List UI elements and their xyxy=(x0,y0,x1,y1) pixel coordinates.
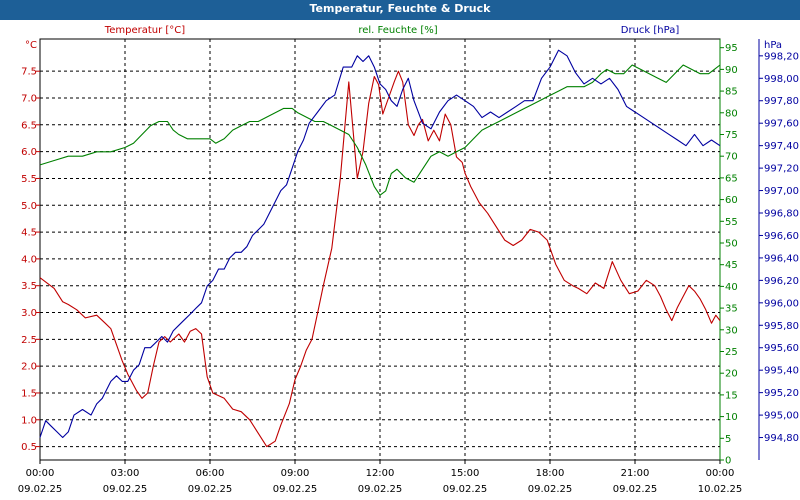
x-tick-date: 09.02.25 xyxy=(103,484,148,495)
x-tick-time: 21:00 xyxy=(621,468,650,479)
pressure-tick-label: 997,40 xyxy=(764,141,799,152)
pressure-tick-label: 995,60 xyxy=(764,343,799,354)
humidity-tick-label: 5 xyxy=(725,434,731,445)
series-lines xyxy=(39,49,721,448)
pressure-tick-label: 998,20 xyxy=(764,51,799,62)
x-tick-time: 00:00 xyxy=(26,468,55,479)
grid-lines xyxy=(36,39,763,464)
humidity-tick-label: 70 xyxy=(725,152,738,163)
temperature-tick-label: 5.5 xyxy=(21,174,37,185)
pressure-tick-label: 996,00 xyxy=(764,298,799,309)
x-tick-date: 09.02.25 xyxy=(528,484,573,495)
temperature-tick-label: 4.0 xyxy=(21,254,37,265)
pressure-tick-label: 996,40 xyxy=(764,253,799,264)
temperature-tick-label: 1.5 xyxy=(21,388,37,399)
humidity-tick-label: 60 xyxy=(725,195,738,206)
x-tick-time: 12:00 xyxy=(366,468,395,479)
temperature-tick-label: 2.5 xyxy=(21,335,37,346)
x-tick-time: 06:00 xyxy=(196,468,225,479)
pressure-tick-label: 998,00 xyxy=(764,74,799,85)
x-tick-time: 09:00 xyxy=(281,468,310,479)
series-pressure-line xyxy=(39,49,721,439)
x-tick-date: 09.02.25 xyxy=(443,484,488,495)
axis-labels: 00:00 09.02.25 03:00 09.02.25 06:00 09.02.25 0… xyxy=(18,25,799,495)
temperature-tick-label: 3.0 xyxy=(21,308,37,319)
axis-frame xyxy=(39,38,760,461)
humidity-tick-label: 75 xyxy=(725,130,738,141)
x-tick-time: 15:00 xyxy=(451,468,480,479)
x-tick-date: 09.02.25 xyxy=(613,484,658,495)
humidity-tick-label: 50 xyxy=(725,238,738,249)
humidity-tick-label: 40 xyxy=(725,282,738,293)
pressure-tick-label: 996,80 xyxy=(764,209,799,220)
humidity-tick-label: 20 xyxy=(725,369,738,380)
pressure-tick-label: 997,60 xyxy=(764,119,799,130)
x-tick-date: 10.02.25 xyxy=(698,484,743,495)
series-humidity-line xyxy=(39,64,721,196)
humidity-tick-label: 65 xyxy=(725,173,738,184)
x-tick-time: 00:00 xyxy=(706,468,735,479)
pressure-tick-label: 997,20 xyxy=(764,164,799,175)
humidity-tick-label: 90 xyxy=(725,65,738,76)
temperature-tick-label: 2.0 xyxy=(21,362,37,373)
humidity-tick-label: 80 xyxy=(725,108,738,119)
pressure-tick-label: 996,20 xyxy=(764,276,799,287)
pressure-tick-label: 995,40 xyxy=(764,366,799,377)
temperature-tick-label: 0.5 xyxy=(21,442,37,453)
temperature-tick-label: 3.5 xyxy=(21,281,37,292)
humidity-tick-label: 10 xyxy=(725,412,738,423)
humidity-tick-label: 25 xyxy=(725,347,738,358)
humidity-tick-label: 35 xyxy=(725,304,738,315)
temperature-unit: °C xyxy=(25,40,37,51)
temperature-tick-label: 7.5 xyxy=(21,67,37,78)
temperature-tick-label: 7.0 xyxy=(21,93,37,104)
temperature-tick-label: 1.0 xyxy=(21,415,37,426)
pressure-tick-label: 996,60 xyxy=(764,231,799,242)
x-tick-date: 09.02.25 xyxy=(188,484,233,495)
humidity-tick-label: 0 xyxy=(725,456,731,467)
humidity-tick-label: 55 xyxy=(725,217,738,228)
pressure-tick-label: 994,80 xyxy=(764,433,799,444)
chart-title: Temperatur, Feuchte & Druck xyxy=(0,0,800,20)
x-tick-date: 09.02.25 xyxy=(273,484,318,495)
temperature-tick-label: 4.5 xyxy=(21,228,37,239)
temperature-tick-label: 6.0 xyxy=(21,147,37,158)
humidity-tick-label: 15 xyxy=(725,390,738,401)
x-tick-time: 18:00 xyxy=(536,468,565,479)
humidity-tick-label: 30 xyxy=(725,325,738,336)
pressure-tick-label: 995,20 xyxy=(764,388,799,399)
humidity-axis-label: rel. Feuchte [%] xyxy=(358,25,437,36)
temperature-tick-label: 5.0 xyxy=(21,201,37,212)
series-temperature-line xyxy=(39,70,721,448)
pressure-unit: hPa xyxy=(764,40,782,51)
pressure-tick-label: 997,00 xyxy=(764,186,799,197)
temperature-tick-label: 6.5 xyxy=(21,120,37,131)
pressure-tick-label: 995,80 xyxy=(764,321,799,332)
humidity-tick-label: 45 xyxy=(725,260,738,271)
temperature-axis-label: Temperatur [°C] xyxy=(104,25,185,36)
x-tick-date: 09.02.25 xyxy=(18,484,63,495)
pressure-tick-label: 995,00 xyxy=(764,411,799,422)
pressure-axis-label: Druck [hPa] xyxy=(621,25,680,36)
humidity-tick-label: 85 xyxy=(725,87,738,98)
x-tick-date: 09.02.25 xyxy=(358,484,403,495)
x-tick-time: 03:00 xyxy=(111,468,140,479)
pressure-tick-label: 997,80 xyxy=(764,96,799,107)
humidity-tick-label: 95 xyxy=(725,43,738,54)
